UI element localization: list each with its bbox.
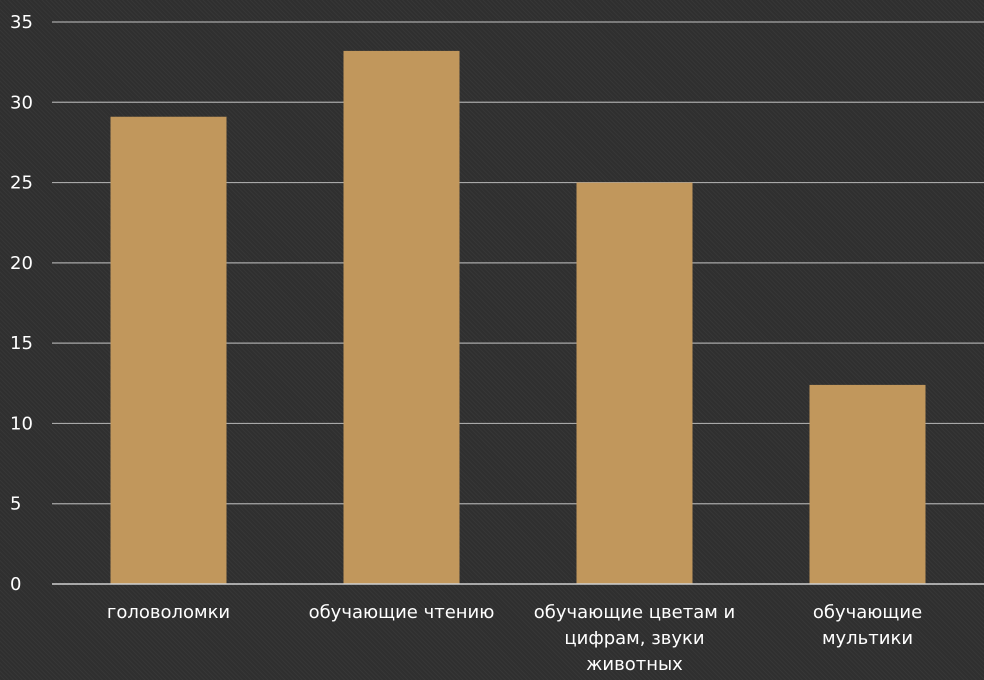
bar <box>809 384 926 584</box>
x-category-label: цифрам, звуки <box>564 628 704 649</box>
x-category-label: животных <box>586 654 683 675</box>
x-category-label: мультики <box>822 628 913 649</box>
x-category-label: головоломки <box>107 602 230 623</box>
y-tick-label: 20 <box>10 253 33 274</box>
bar <box>343 50 460 585</box>
y-tick-label: 5 <box>10 494 21 515</box>
bars <box>110 50 926 585</box>
bar <box>576 182 693 585</box>
y-tick-label: 35 <box>10 12 33 33</box>
y-tick-label: 30 <box>10 92 33 113</box>
x-category-label: обучающие цветам и <box>534 602 735 623</box>
y-tick-label: 15 <box>10 333 33 354</box>
bar <box>110 116 227 584</box>
x-category-label: обучающие <box>813 602 922 623</box>
x-axis-category-labels: головоломки обучающие чтению обучающие цве… <box>107 602 922 675</box>
y-axis-tick-labels: 0 5 10 15 20 25 30 35 <box>10 12 33 595</box>
y-tick-label: 25 <box>10 173 33 194</box>
y-tick-label: 10 <box>10 413 33 434</box>
x-category-label: обучающие чтению <box>309 602 495 623</box>
y-tick-label: 0 <box>10 574 21 595</box>
